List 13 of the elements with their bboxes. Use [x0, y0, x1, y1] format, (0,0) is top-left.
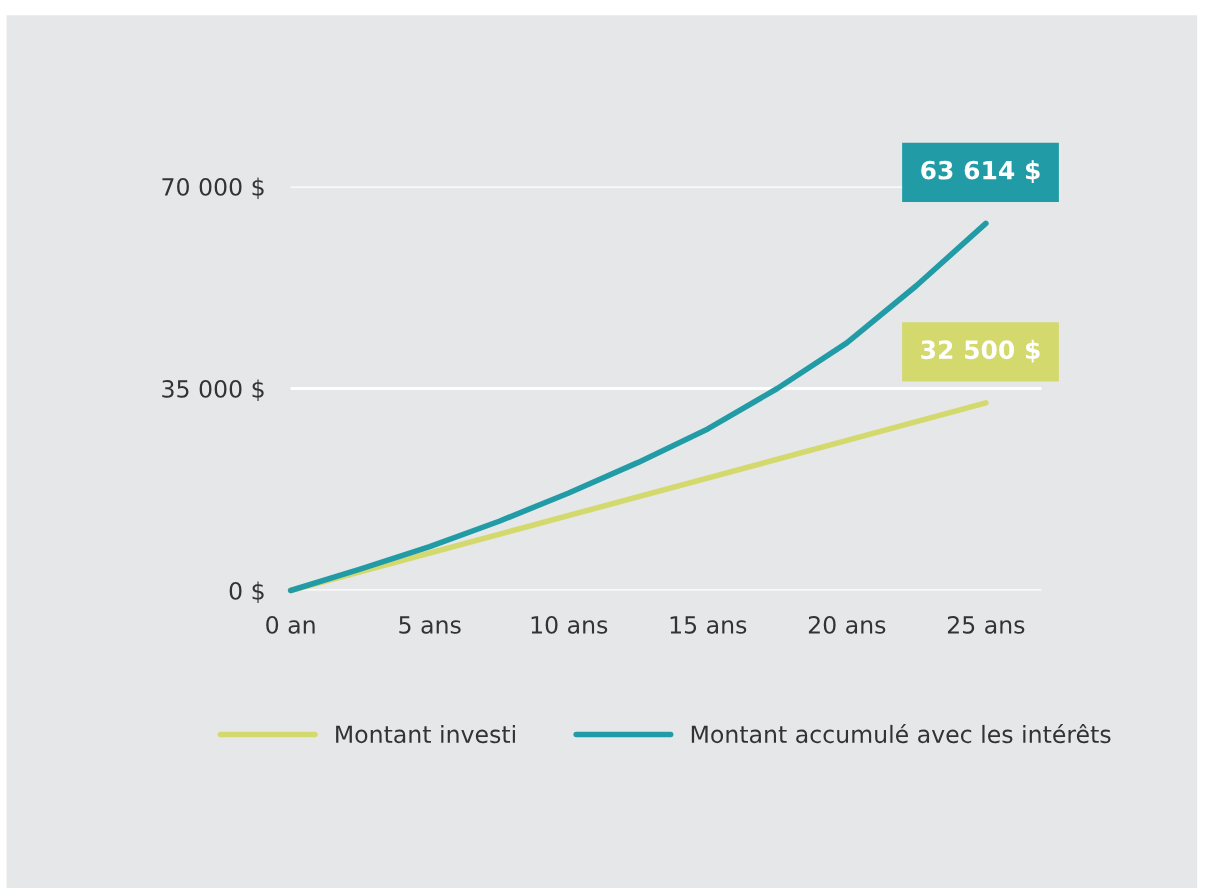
x-tick-label: 5 ans	[399, 616, 461, 634]
annotation: 63 614 $	[921, 160, 1040, 183]
y-tick-label: 0 $	[229, 581, 264, 603]
y-tick-label: 70 000 $	[162, 177, 264, 199]
x-tick-label: 0 an	[266, 615, 315, 634]
annotation: 32 500 $	[921, 339, 1040, 363]
x-tick-label: 20 ans	[808, 615, 886, 634]
x-tick-label: 10 ans	[531, 615, 608, 634]
legend-label: Montant investi	[336, 724, 515, 744]
x-tick-label: 15 ans	[670, 616, 747, 634]
y-tick-label: 35 000 $	[162, 379, 264, 401]
x-tick-label: 25 ans	[947, 615, 1025, 634]
legend-label: Montant accumulé avec les intérêts	[691, 723, 1111, 744]
